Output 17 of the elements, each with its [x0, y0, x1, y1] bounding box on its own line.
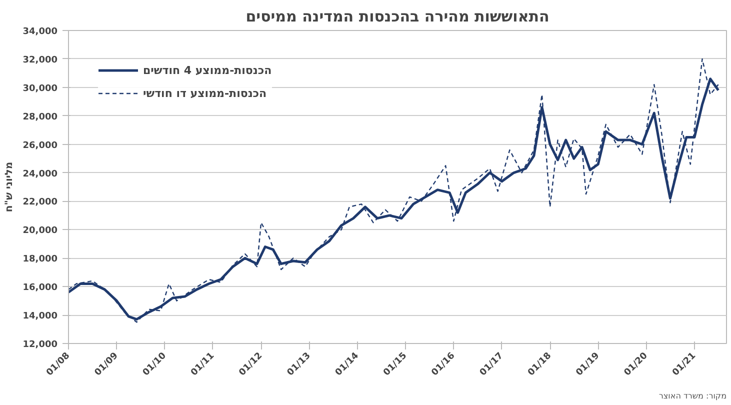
y-tick-label: 32,000 [22, 55, 58, 66]
y-tick-label: 22,000 [22, 198, 58, 208]
legend-label: הכנסות-ממוצע דו חודשי [143, 86, 267, 100]
y-tick-label: 18,000 [22, 254, 58, 265]
y-tick-label: 14,000 [22, 312, 58, 322]
y-tick-label: 24,000 [22, 169, 58, 180]
y-tick-label: 12,000 [22, 340, 58, 350]
chart-title: התאוששות מהירה בהכנסות המדינה ממיסים [246, 8, 550, 26]
y-tick-label: 30,000 [22, 84, 58, 94]
y-tick-label: 16,000 [22, 283, 58, 294]
y-tick-label: 28,000 [22, 112, 58, 122]
text: מקור: משרד האוצר [658, 392, 727, 400]
y-tick-label: 20,000 [22, 226, 58, 236]
y-tick-label: 34,000 [22, 27, 58, 37]
y-tick-label: 26,000 [22, 140, 58, 151]
legend-label: הכנסות-ממוצע 4 חודשים [143, 64, 272, 76]
y-axis-title: מליוני ש"ח [4, 162, 15, 212]
